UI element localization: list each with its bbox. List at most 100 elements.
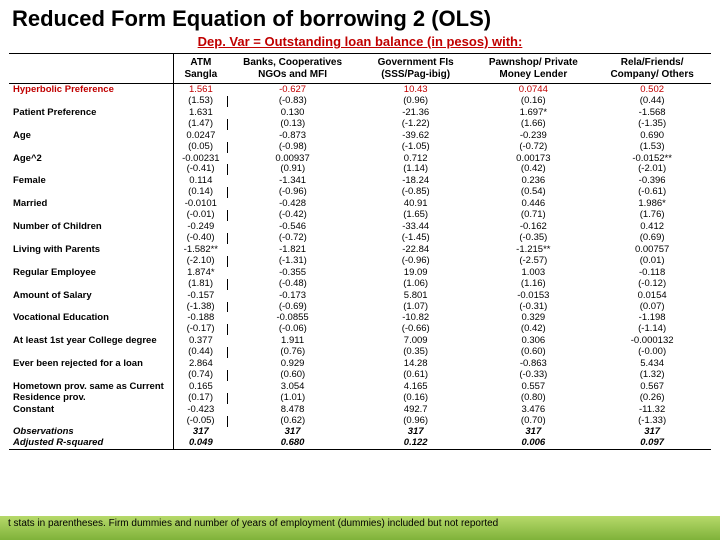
row-label: Patient Preference [9,107,174,130]
coef-cell: -1.568 [593,107,711,119]
tstat-cell: (-1.22) [358,119,473,130]
row-label: Regular Employee [9,267,174,290]
tstat-cell: (-0.00) [593,347,711,358]
tstat-cell: (-0.01) [174,210,227,221]
tstat-cell: (-0.31) [473,302,593,313]
tstat-cell: (0.16) [473,96,593,107]
tstat-cell: (-1.38) [174,302,227,313]
row-label: Ever been rejected for a loan [9,358,174,381]
coef-cell: 0.0154 [593,290,711,302]
tstat-cell: (1.06) [358,279,473,290]
row-label: Hometown prov. same as Current Residence… [9,381,174,404]
tstat-cell: (-1.45) [358,233,473,244]
coef-cell: -39.62 [358,130,473,142]
tstat-cell: (0.26) [593,393,711,404]
tstat-cell: (0.17) [174,393,227,404]
coef-cell: 1.874* [174,267,227,279]
row-label: Female [9,175,174,198]
tstat-cell: (1.65) [358,210,473,221]
row-label: At least 1st year College degree [9,335,174,358]
tstat-cell: (1.66) [473,119,593,130]
coef-cell: -0.423 [174,404,227,416]
r2-cell: 0.680 [227,438,358,449]
tstat-cell: (0.42) [473,324,593,335]
tstat-cell: (0.61) [358,370,473,381]
r2-cell: 0.097 [593,438,711,449]
row-label: Married [9,198,174,221]
tstat-cell: (1.14) [358,164,473,175]
tstat-cell: (-0.72) [473,142,593,153]
tstat-cell: (-0.17) [174,324,227,335]
tstat-cell: (0.74) [174,370,227,381]
tstat-cell: (-2.01) [593,164,711,175]
row-label: Age [9,130,174,153]
coef-cell: 492.7 [358,404,473,416]
coef-cell: 1.697* [473,107,593,119]
coef-cell: 0.690 [593,130,711,142]
obs-cell: 317 [593,427,711,438]
tstat-cell: (-0.40) [174,233,227,244]
r2-cell: 0.049 [174,438,227,449]
coef-cell: -0.239 [473,130,593,142]
tstat-cell: (0.76) [227,347,358,358]
page-title: Reduced Form Equation of borrowing 2 (OL… [12,6,720,32]
tstat-cell: (-2.57) [473,256,593,267]
tstat-cell: (0.60) [227,370,358,381]
tstat-cell: (0.91) [227,164,358,175]
coef-cell: -0.118 [593,267,711,279]
tstat-cell: (0.80) [473,393,593,404]
tstat-cell: (0.44) [174,347,227,358]
coef-cell: -0.173 [227,290,358,302]
col-variable [9,54,174,84]
col-header-1: Banks, Cooperatives NGOs and MFI [227,54,358,84]
tstat-cell: (-0.48) [227,279,358,290]
footnote-bar: t stats in parentheses. Firm dummies and… [0,516,720,540]
tstat-cell: (0.16) [358,393,473,404]
coef-cell: 8.478 [227,404,358,416]
tstat-cell: (-0.85) [358,187,473,198]
tstat-cell: (-0.41) [174,164,227,175]
tstat-cell: (0.07) [593,302,711,313]
tstat-cell: (-0.06) [227,324,358,335]
tstat-cell: (1.32) [593,370,711,381]
tstat-cell: (1.76) [593,210,711,221]
tstat-cell: (-2.10) [174,256,227,267]
obs-cell: 317 [227,427,358,438]
tstat-cell: (1.81) [174,279,227,290]
tstat-cell: (1.53) [593,142,711,153]
tstat-cell: (0.60) [473,347,593,358]
coef-cell: -21.36 [358,107,473,119]
tstat-cell: (1.01) [227,393,358,404]
tstat-cell: (-1.14) [593,324,711,335]
tstat-cell: (1.47) [174,119,227,130]
tstat-cell: (-0.61) [593,187,711,198]
tstat-cell: (-0.98) [227,142,358,153]
tstat-cell: (-0.42) [227,210,358,221]
tstat-cell: (1.07) [358,302,473,313]
tstat-cell: (-1.05) [358,142,473,153]
tstat-cell: (0.14) [174,187,227,198]
coef-cell: 0.0247 [174,130,227,142]
r2-cell: 0.006 [473,438,593,449]
obs-cell: 317 [174,427,227,438]
tstat-cell: (0.35) [358,347,473,358]
tstat-cell: (-0.96) [227,187,358,198]
col-header-4: Rela/Friends/ Company/ Others [593,54,711,84]
tstat-cell: (-1.31) [227,256,358,267]
coef-cell: 3.476 [473,404,593,416]
row-label: Constant [9,404,174,427]
r2-cell: 0.122 [358,438,473,449]
tstat-cell: (0.01) [593,256,711,267]
coef-cell: -0.0153 [473,290,593,302]
tstat-cell: (0.96) [358,96,473,107]
tstat-cell: (0.71) [473,210,593,221]
tstat-cell: (-0.66) [358,324,473,335]
tstat-cell: (0.42) [473,164,593,175]
row-label: Amount of Salary [9,290,174,313]
coef-cell: -0.157 [174,290,227,302]
tstat-cell: (1.16) [473,279,593,290]
row-label: Living with Parents [9,244,174,267]
tstat-cell: (-0.12) [593,279,711,290]
tstat-cell: (0.54) [473,187,593,198]
tstat-cell: (-0.83) [227,96,358,107]
